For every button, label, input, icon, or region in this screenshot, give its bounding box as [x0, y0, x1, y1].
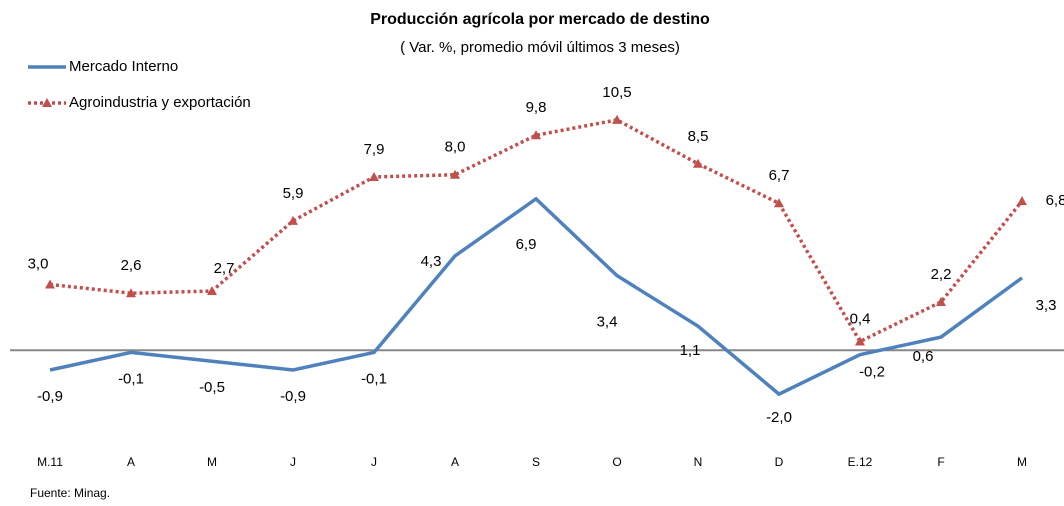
series-line	[49, 196, 1024, 397]
data-label: 2,7	[214, 260, 235, 277]
point-marker	[1017, 196, 1027, 206]
data-label: 3,3	[1036, 297, 1057, 314]
data-label: 0,6	[913, 348, 934, 365]
point-marker	[369, 171, 379, 181]
point-marker	[126, 288, 136, 298]
data-label: -2,0	[766, 409, 792, 426]
source-note: Fuente: Minag.	[30, 486, 110, 500]
chart-title: Producción agrícola por mercado de desti…	[370, 11, 710, 28]
x-tick-label: M.11	[37, 455, 63, 469]
point-marker	[531, 130, 541, 140]
legend-marker	[42, 98, 52, 107]
data-label: 8,0	[445, 139, 466, 156]
data-label: -0,1	[118, 370, 144, 387]
data-label: 8,5	[688, 128, 709, 145]
x-tick-label: F	[937, 455, 944, 469]
x-tick-label: O	[612, 455, 621, 469]
data-label: 7,9	[364, 141, 385, 158]
data-label: -0,9	[37, 388, 63, 405]
x-tick-label: J	[290, 455, 296, 469]
data-label: 0,4	[850, 310, 871, 327]
data-label: -0,5	[199, 379, 225, 396]
data-label: 9,8	[526, 99, 547, 116]
data-label: 4,3	[421, 253, 442, 270]
x-tick-label: N	[694, 455, 703, 469]
data-label: 2,6	[121, 257, 142, 274]
point-marker	[207, 286, 217, 296]
data-label: -0,9	[280, 388, 306, 405]
point-marker	[855, 336, 865, 346]
point-marker	[450, 169, 460, 179]
data-label: 3,0	[28, 255, 49, 272]
x-tick-label: S	[532, 455, 540, 469]
point-marker	[774, 198, 784, 208]
x-tick-label: A	[127, 455, 135, 469]
legend-label: Agroindustria y exportación	[69, 94, 251, 111]
x-tick-label: M	[1017, 455, 1027, 469]
point-marker	[45, 279, 55, 289]
point-marker	[693, 158, 703, 168]
data-label: 6,7	[769, 167, 790, 184]
data-label: 6,9	[516, 236, 537, 253]
data-label: -0,2	[859, 364, 885, 381]
x-tick-label: D	[775, 455, 784, 469]
x-tick-label: J	[371, 455, 377, 469]
point-marker	[288, 215, 298, 225]
data-label: 10,5	[602, 84, 631, 101]
chart-subtitle: ( Var. %, promedio móvil últimos 3 meses…	[400, 39, 680, 56]
x-tick-label: M	[207, 455, 217, 469]
data-label: 1,1	[680, 342, 701, 359]
data-label: 6,8	[1046, 192, 1064, 209]
series-line	[49, 118, 1024, 344]
data-label: 2,2	[931, 266, 952, 283]
point-marker	[936, 296, 946, 306]
x-tick-label: A	[451, 455, 459, 469]
data-label: -0,1	[361, 370, 387, 387]
legend-label: Mercado Interno	[69, 58, 178, 75]
data-label: 5,9	[283, 185, 304, 202]
x-tick-label: E.12	[848, 455, 873, 469]
point-marker	[612, 114, 622, 124]
data-label: 3,4	[597, 314, 618, 331]
